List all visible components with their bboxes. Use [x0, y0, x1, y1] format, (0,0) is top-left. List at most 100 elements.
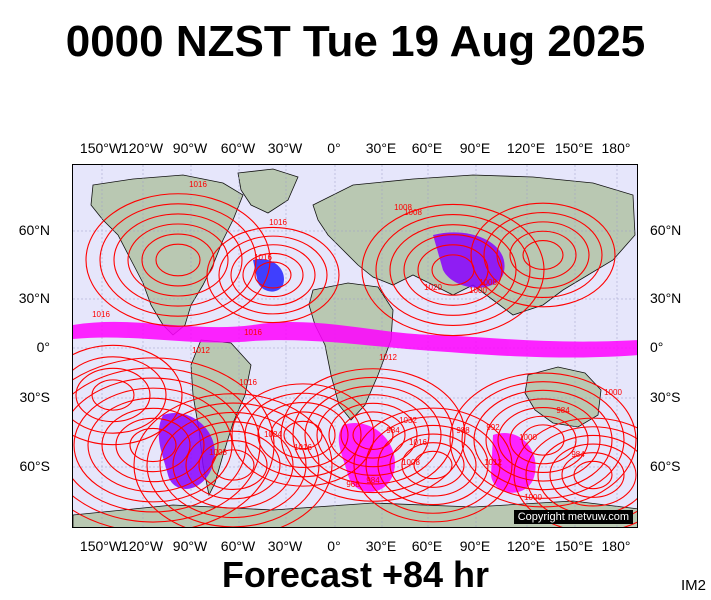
weather-map: 1016 1016 1008 1016 1012 1016 1008 1020 1008 1000…: [72, 164, 638, 528]
isobar-label: 1000: [519, 433, 537, 442]
isobar: [473, 389, 613, 491]
isobar: [254, 261, 292, 289]
isobar: [230, 244, 316, 306]
isobar: [389, 433, 477, 497]
isobar: [198, 439, 268, 491]
lon-label: 120°W: [120, 140, 164, 156]
isobar: [172, 421, 294, 509]
lon-label: 60°W: [220, 140, 256, 156]
isobar: [521, 424, 565, 456]
lon-label: 90°W: [172, 140, 208, 156]
isobar: [101, 407, 205, 483]
isobar-label: 1008: [209, 448, 227, 457]
longitude-labels-bottom: 150°W 120°W 90°W 60°W 30°W 0° 30°E 60°E …: [0, 537, 711, 555]
latitude-labels-left: 60°N 30°N 0° 30°S 60°S: [0, 0, 60, 600]
greenland: [237, 168, 299, 214]
isobar: [129, 427, 177, 463]
isobar-label: 1012: [379, 353, 397, 362]
lat-label: 30°S: [650, 389, 681, 405]
isobar-label: 1020: [424, 283, 442, 292]
isobar: [91, 379, 135, 411]
isobar-label: 1016: [294, 443, 312, 452]
isobar: [561, 452, 625, 498]
lon-label: 90°E: [459, 140, 491, 156]
longitude-labels-top: 150°W 120°W 90°W 60°W 30°W 0° 30°E 60°E …: [0, 139, 711, 157]
isobar: [87, 397, 219, 493]
isobar-label: 1008: [479, 278, 497, 287]
isobar: [328, 402, 418, 468]
isobar-label: 1008: [404, 208, 422, 217]
isobar: [352, 420, 394, 450]
lon-label: 150°E: [554, 538, 594, 554]
isobar-label: 1016: [409, 438, 427, 447]
isobar: [231, 383, 375, 487]
isobar: [211, 449, 255, 481]
weather-map-canvas: 1016101610081016101210161008102010081000…: [73, 165, 637, 527]
isobar-label: 1016: [254, 253, 272, 262]
isobar: [244, 392, 362, 478]
isobar: [573, 460, 613, 490]
isobar: [483, 211, 603, 299]
isobar: [377, 424, 489, 506]
lat-label: 60°N: [650, 222, 682, 238]
isobar: [340, 411, 406, 459]
isobar: [242, 252, 304, 298]
lon-label: 150°W: [79, 140, 123, 156]
lon-label: 30°W: [267, 538, 303, 554]
isobar-label: 1016: [189, 180, 207, 189]
isobar-label: 1000: [469, 286, 487, 295]
lat-label: 0°: [36, 339, 50, 355]
isobar-label: 1008: [394, 203, 412, 212]
isobar: [522, 240, 564, 270]
isobar: [461, 381, 625, 499]
isobar: [389, 224, 517, 316]
lon-label: 180°: [601, 538, 631, 554]
isobar: [496, 221, 590, 289]
lat-label: 0°: [650, 339, 664, 355]
isobar-label: 1012: [192, 346, 210, 355]
lon-label: 30°E: [365, 140, 397, 156]
isobar-label: 1016: [92, 310, 110, 319]
lon-label: 30°E: [365, 538, 397, 554]
lon-label: 120°E: [506, 140, 546, 156]
precip-itcz: [73, 321, 637, 358]
isobar: [133, 393, 333, 527]
isobar: [73, 344, 183, 446]
lon-label: 0°: [327, 140, 341, 156]
lon-label: 120°W: [120, 538, 164, 554]
lat-label: 60°N: [18, 222, 50, 238]
lat-label: 60°S: [650, 458, 681, 474]
lon-label: 90°E: [459, 538, 491, 554]
isobar: [141, 233, 215, 287]
isobar-label: 984: [366, 476, 380, 485]
isobar: [99, 203, 257, 317]
map-title: 0000 NZST Tue 19 Aug 2025: [65, 17, 646, 66]
isobar-label: 984: [556, 406, 570, 415]
isobar: [218, 235, 328, 315]
isobar: [375, 214, 531, 326]
isobar: [127, 223, 229, 297]
lon-label: 60°E: [411, 538, 443, 554]
isobar: [113, 213, 243, 307]
isobar-label: 984: [386, 426, 400, 435]
isobar-label: 992: [486, 423, 500, 432]
lon-label: 60°W: [220, 538, 256, 554]
lat-label: 30°N: [650, 290, 682, 306]
isobar-label: 1016: [269, 218, 287, 227]
lon-label: 0°: [327, 538, 341, 554]
lat-label: 60°S: [19, 458, 50, 474]
copyright-notice: Copyright metvuw.com: [513, 510, 633, 524]
isobar-label: 988: [456, 426, 470, 435]
isobar-label: 1032: [399, 416, 417, 425]
forecast-label: Forecast +84 hr: [221, 554, 490, 595]
isobar: [316, 394, 430, 476]
isobar: [185, 430, 281, 500]
isobar: [361, 203, 545, 337]
lon-label: 150°E: [554, 140, 594, 156]
isobar: [206, 226, 340, 324]
isobar-label: 1016: [244, 328, 262, 337]
isobar-label: 984: [571, 450, 585, 459]
isobar: [257, 402, 349, 468]
isobar: [470, 202, 616, 308]
isobar-labels: 1016101610081016101210161008102010081000…: [92, 180, 622, 502]
